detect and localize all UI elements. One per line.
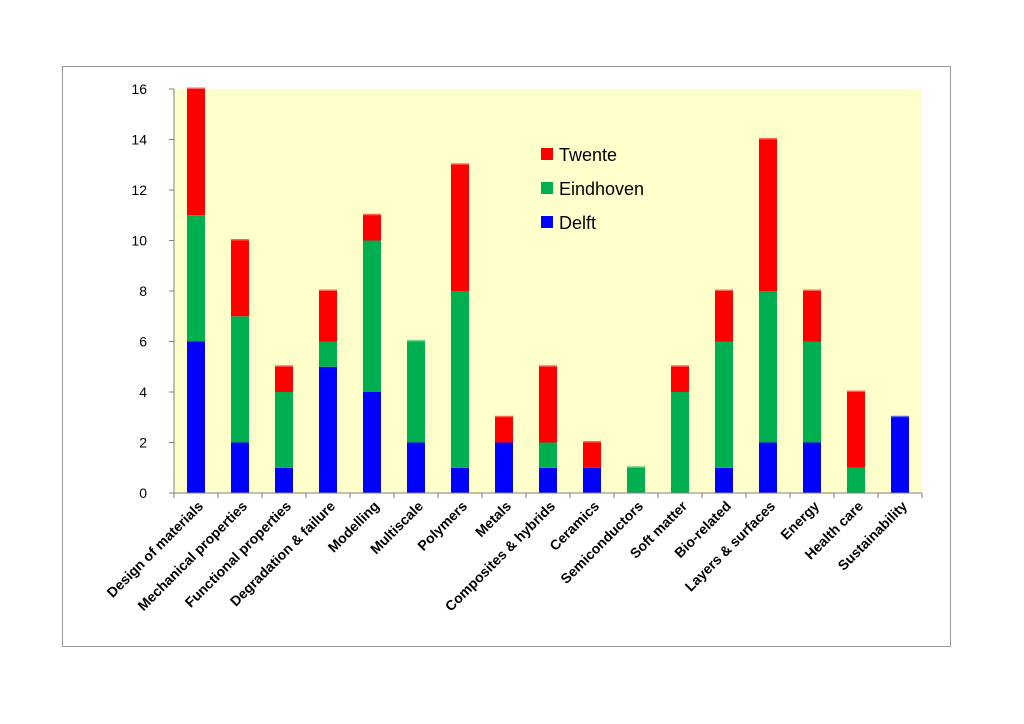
legend-label-eindhoven: Eindhoven <box>559 179 644 199</box>
bar-cap-11 <box>671 365 689 368</box>
bar-eindhoven-0 <box>187 215 205 342</box>
bar-delft-5 <box>407 442 425 493</box>
bar-twente-12 <box>715 291 733 342</box>
bar-twente-6 <box>451 164 469 291</box>
bar-twente-9 <box>583 442 601 468</box>
stacked-bar-chart: 0 2 4 6 8 10 12 14 16 Design of materialsMechani… <box>103 81 923 614</box>
legend-swatch-eindhoven <box>541 182 553 194</box>
bar-twente-15 <box>847 392 865 468</box>
bar-delft-0 <box>187 341 205 493</box>
bars-group <box>187 87 909 493</box>
y-axis: 0 2 4 6 8 10 12 14 16 <box>131 81 175 501</box>
bar-cap-14 <box>803 289 821 292</box>
bar-twente-2 <box>275 366 293 392</box>
y-tick-label: 8 <box>139 283 147 299</box>
bar-twente-7 <box>495 417 513 443</box>
y-tick-label: 0 <box>139 485 147 501</box>
bar-eindhoven-15 <box>847 467 865 493</box>
bar-eindhoven-1 <box>231 316 249 443</box>
legend-swatch-twente <box>541 148 553 160</box>
bar-cap-7 <box>495 415 513 419</box>
bar-delft-7 <box>495 442 513 493</box>
bar-delft-9 <box>583 467 601 493</box>
bar-delft-14 <box>803 442 821 493</box>
bar-twente-8 <box>539 366 557 443</box>
bar-eindhoven-4 <box>363 240 381 392</box>
x-tick-label: Semiconductors <box>557 498 646 587</box>
bar-cap-16 <box>891 415 909 419</box>
bar-twente-4 <box>363 215 381 241</box>
y-tick-label: 12 <box>131 182 147 198</box>
bar-delft-4 <box>363 392 381 493</box>
bar-cap-1 <box>231 239 249 242</box>
bar-eindhoven-3 <box>319 341 337 367</box>
legend-label-twente: Twente <box>559 145 617 165</box>
bar-twente-3 <box>319 291 337 342</box>
bar-cap-6 <box>451 163 469 166</box>
bar-delft-6 <box>451 467 469 493</box>
chart-frame: 0 2 4 6 8 10 12 14 16 Design of materials Mechani… <box>62 66 951 647</box>
bar-twente-14 <box>803 291 821 342</box>
bar-eindhoven-2 <box>275 392 293 468</box>
bar-cap-4 <box>363 213 381 217</box>
bar-twente-11 <box>671 366 689 392</box>
bar-delft-2 <box>275 467 293 493</box>
y-tick-label: 2 <box>139 435 147 451</box>
bar-delft-1 <box>231 442 249 493</box>
bar-eindhoven-8 <box>539 442 557 468</box>
bar-eindhoven-6 <box>451 291 469 468</box>
bar-twente-1 <box>231 240 249 317</box>
bar-cap-9 <box>583 441 601 444</box>
bar-cap-13 <box>759 138 777 141</box>
bar-cap-5 <box>407 340 425 343</box>
y-tick-label: 6 <box>139 334 147 350</box>
bar-cap-3 <box>319 289 337 292</box>
x-tick-label: Metals <box>472 498 514 540</box>
y-tick-label: 10 <box>131 233 147 249</box>
bar-eindhoven-11 <box>671 392 689 493</box>
y-tick-label: 16 <box>131 81 147 97</box>
legend: Twente Eindhoven Delft <box>541 145 644 233</box>
bar-twente-13 <box>759 139 777 291</box>
bar-twente-0 <box>187 89 205 216</box>
bar-eindhoven-12 <box>715 341 733 468</box>
bar-cap-10 <box>627 466 645 469</box>
bar-eindhoven-14 <box>803 341 821 443</box>
bar-cap-15 <box>847 390 865 393</box>
legend-label-delft: Delft <box>559 213 596 233</box>
bar-eindhoven-13 <box>759 291 777 443</box>
y-tick-label: 14 <box>131 132 147 148</box>
bar-delft-12 <box>715 467 733 493</box>
bar-cap-8 <box>539 365 557 368</box>
bar-delft-3 <box>319 366 337 493</box>
bar-delft-16 <box>891 417 909 493</box>
y-tick-label: 4 <box>139 384 147 400</box>
bar-eindhoven-10 <box>627 467 645 493</box>
bar-cap-2 <box>275 365 293 368</box>
bar-delft-8 <box>539 467 557 493</box>
bar-cap-12 <box>715 289 733 292</box>
bar-cap-0 <box>187 87 205 90</box>
legend-swatch-delft <box>541 216 553 228</box>
bar-eindhoven-5 <box>407 341 425 443</box>
bar-delft-13 <box>759 442 777 493</box>
